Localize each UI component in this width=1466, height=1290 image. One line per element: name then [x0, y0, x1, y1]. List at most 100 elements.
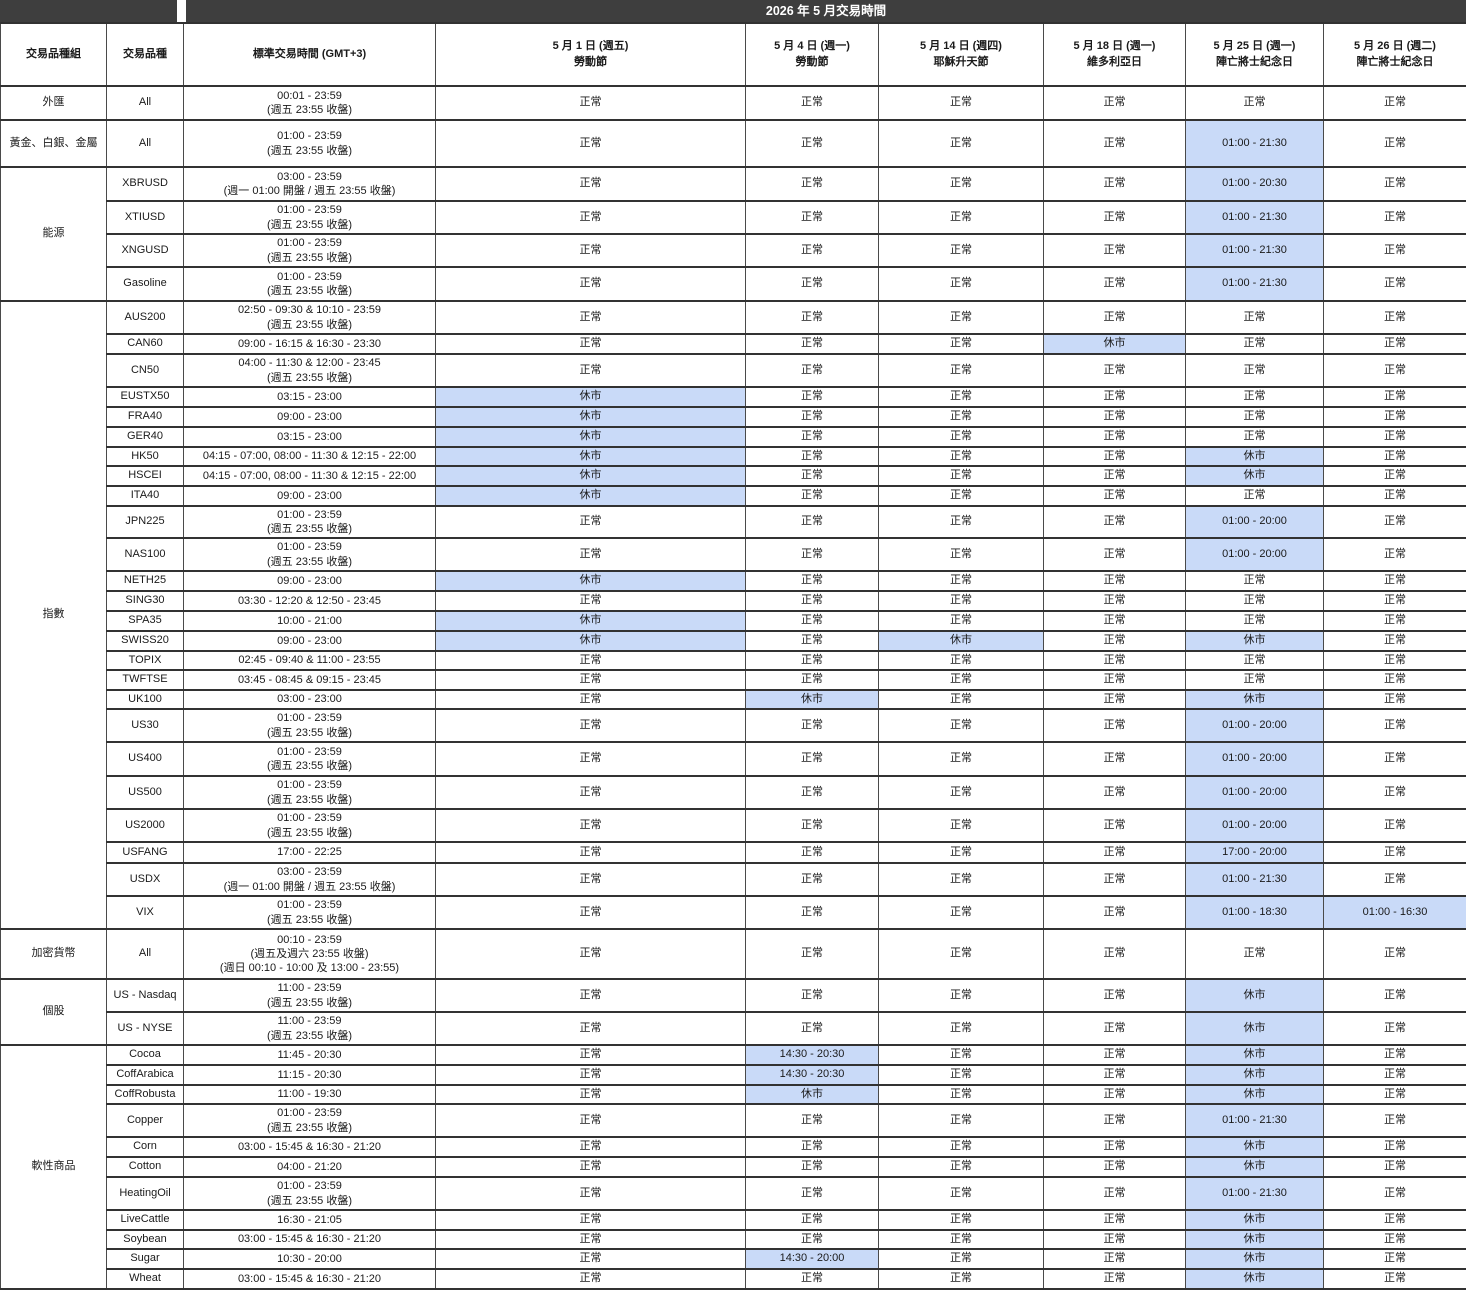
- status-cell-modified: 01:00 - 21:30: [1186, 234, 1324, 267]
- top-header-bar: 2026 年 5 月交易時間: [0, 0, 1466, 22]
- status-cell: 正常: [746, 611, 879, 631]
- status-cell: 正常: [436, 896, 746, 929]
- holiday-name: 勞動節: [749, 55, 875, 71]
- status-cell: 正常: [1044, 1249, 1186, 1269]
- status-cell: 正常: [1186, 611, 1324, 631]
- standard-hours-cell: 03:00 - 15:45 & 16:30 - 21:20: [184, 1269, 436, 1289]
- group-cell: 外匯: [1, 86, 107, 120]
- status-cell: 正常: [1044, 611, 1186, 631]
- status-cell: 正常: [879, 506, 1044, 538]
- date-header: 5 月 4 日 (週一) 勞動節: [746, 23, 879, 86]
- standard-hours-cell: 11:00 - 23:59(週五 23:55 收盤): [184, 979, 436, 1012]
- status-cell: 正常: [436, 1065, 746, 1085]
- status-cell: 正常: [1324, 651, 1466, 670]
- status-cell: 正常: [436, 167, 746, 201]
- status-cell: 正常: [746, 486, 879, 506]
- status-cell: 正常: [436, 334, 746, 354]
- status-cell: 正常: [879, 842, 1044, 863]
- instrument-cell: USDX: [107, 863, 184, 896]
- status-cell: 正常: [436, 1157, 746, 1177]
- status-cell: 正常: [1324, 709, 1466, 742]
- status-cell-modified: 01:00 - 18:30: [1186, 896, 1324, 929]
- status-cell: 正常: [1324, 447, 1466, 466]
- standard-hours-cell: 01:00 - 23:59(週五 23:55 收盤): [184, 506, 436, 538]
- status-cell: 正常: [746, 709, 879, 742]
- status-cell-modified: 休市: [1186, 1137, 1324, 1157]
- standard-hours-cell: 02:45 - 09:40 & 11:00 - 23:55: [184, 651, 436, 670]
- status-cell-modified: 休市: [1186, 1249, 1324, 1269]
- status-cell: 正常: [746, 1157, 879, 1177]
- status-cell-modified: 休市: [436, 427, 746, 447]
- col-header-instrument: 交易品種: [107, 23, 184, 86]
- status-cell: 正常: [879, 591, 1044, 611]
- status-cell: 正常: [1324, 1085, 1466, 1104]
- status-cell: 正常: [1044, 863, 1186, 896]
- status-cell: 正常: [746, 407, 879, 427]
- status-cell: 正常: [746, 120, 879, 167]
- status-cell: 正常: [746, 1104, 879, 1137]
- standard-hours-cell: 17:00 - 22:25: [184, 842, 436, 863]
- status-cell: 正常: [436, 709, 746, 742]
- status-cell: 正常: [1044, 267, 1186, 301]
- status-cell: 正常: [746, 447, 879, 466]
- status-cell: 正常: [1044, 1230, 1186, 1249]
- instrument-cell: EUSTX50: [107, 387, 184, 407]
- standard-hours-cell: 03:00 - 23:00: [184, 690, 436, 709]
- status-cell: 正常: [1044, 1065, 1186, 1085]
- status-cell-modified: 休市: [1186, 447, 1324, 466]
- standard-hours-cell: 01:00 - 23:59(週五 23:55 收盤): [184, 120, 436, 167]
- instrument-cell: SING30: [107, 591, 184, 611]
- status-cell: 正常: [1324, 1230, 1466, 1249]
- status-cell: 正常: [746, 1269, 879, 1289]
- instrument-cell: All: [107, 120, 184, 167]
- instrument-cell: TWFTSE: [107, 670, 184, 690]
- status-cell: 正常: [1044, 651, 1186, 670]
- status-cell: 正常: [1324, 334, 1466, 354]
- status-cell: 正常: [1324, 167, 1466, 201]
- status-cell: 正常: [1324, 591, 1466, 611]
- status-cell: 正常: [746, 929, 879, 979]
- trading-hours-table: 交易品種組 交易品種 標準交易時間 (GMT+3) 5 月 1 日 (週五) 勞…: [0, 22, 1466, 1290]
- status-cell: 正常: [1044, 776, 1186, 809]
- instrument-cell: XTIUSD: [107, 201, 184, 234]
- status-cell: 正常: [1324, 1269, 1466, 1289]
- status-cell-modified: 01:00 - 21:30: [1186, 267, 1324, 301]
- status-cell: 正常: [879, 863, 1044, 896]
- status-cell: 正常: [879, 267, 1044, 301]
- instrument-cell: HSCEI: [107, 466, 184, 486]
- status-cell-modified: 14:30 - 20:30: [746, 1045, 879, 1065]
- status-cell: 正常: [879, 354, 1044, 387]
- status-cell: 正常: [746, 354, 879, 387]
- status-cell: 正常: [746, 506, 879, 538]
- status-cell: 正常: [436, 1210, 746, 1230]
- status-cell: 正常: [1044, 301, 1186, 334]
- standard-hours-cell: 00:10 - 23:59(週五及週六 23:55 收盤)(週日 00:10 -…: [184, 929, 436, 979]
- status-cell-modified: 休市: [436, 611, 746, 631]
- status-cell-modified: 休市: [879, 631, 1044, 651]
- status-cell: 正常: [1186, 670, 1324, 690]
- col-header-standard-hours: 標準交易時間 (GMT+3): [184, 23, 436, 86]
- status-cell-modified: 休市: [746, 690, 879, 709]
- status-cell: 正常: [1324, 1065, 1466, 1085]
- status-cell: 正常: [746, 387, 879, 407]
- status-cell: 正常: [746, 538, 879, 571]
- standard-hours-cell: 09:00 - 16:15 & 16:30 - 23:30: [184, 334, 436, 354]
- status-cell: 正常: [879, 201, 1044, 234]
- status-cell: 正常: [1044, 709, 1186, 742]
- instrument-cell: USFANG: [107, 842, 184, 863]
